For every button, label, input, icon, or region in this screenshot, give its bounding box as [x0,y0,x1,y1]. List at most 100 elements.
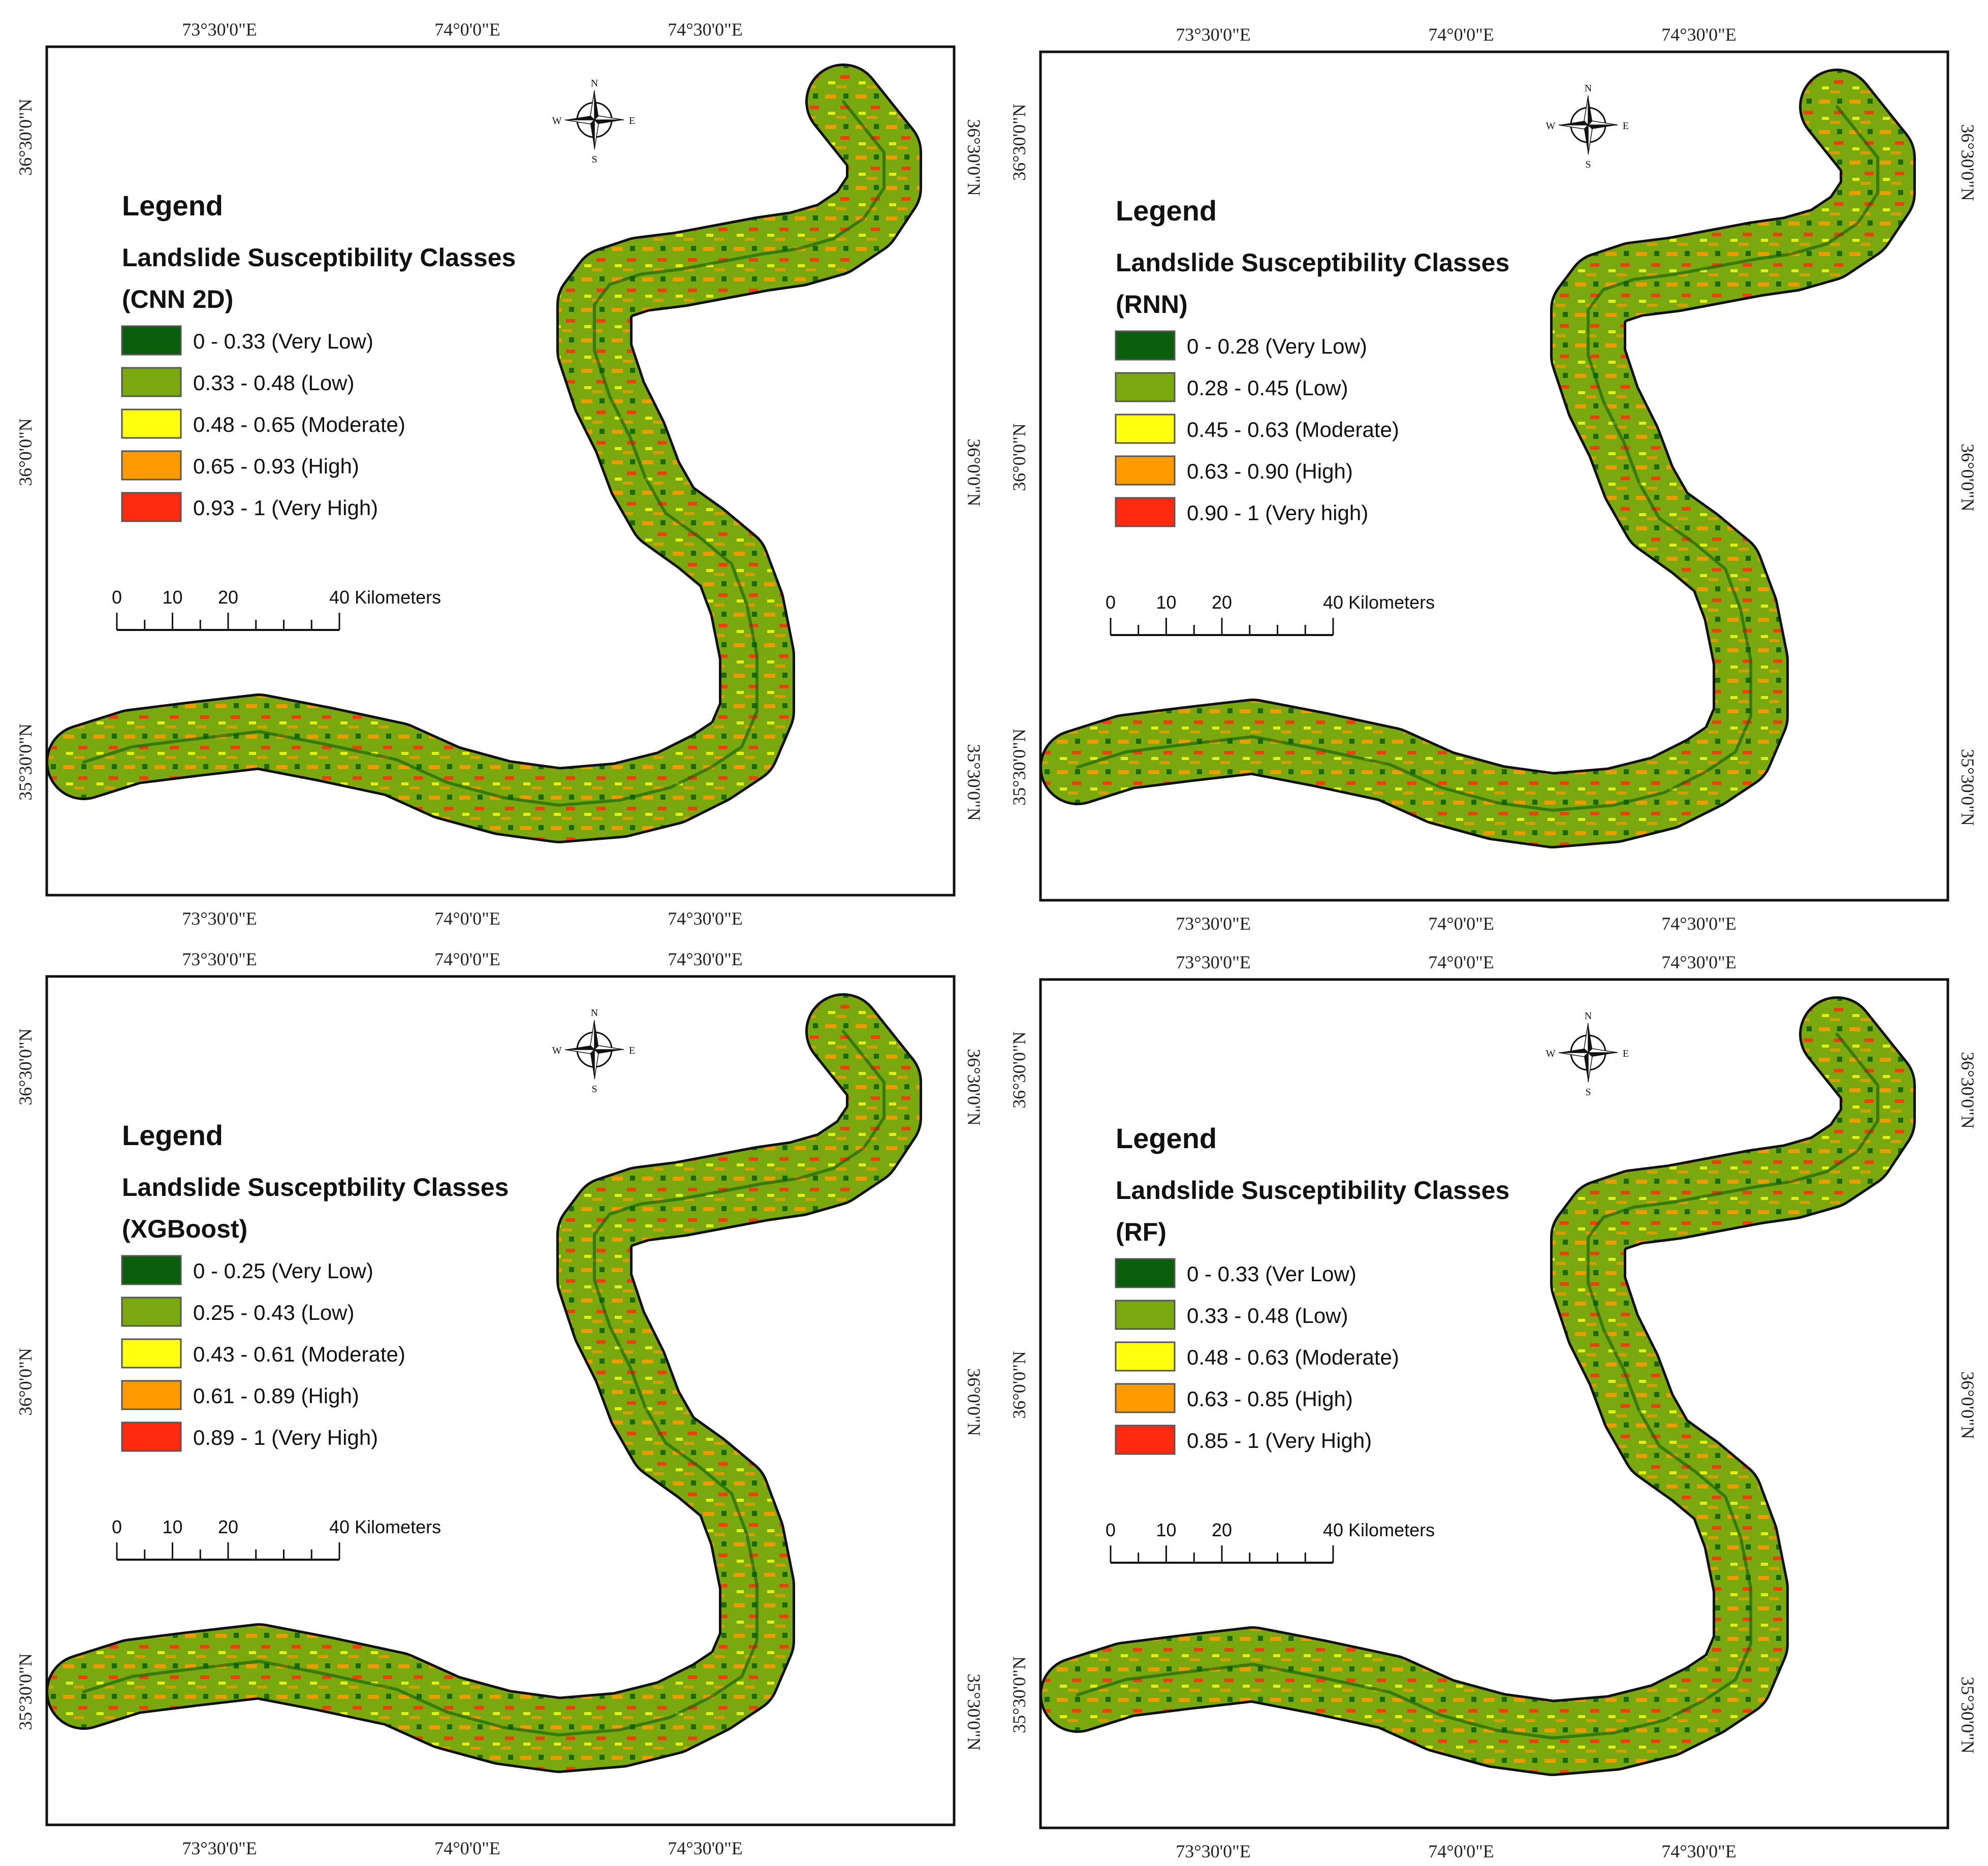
lon-label-bottom: 73°30'0"E [1176,913,1251,934]
map-panel-rf: 73°30'0"E 74°0'0"E 74°30'0"E 73°30'0"E 74°0'… [994,933,1987,1865]
legend-swatch [1115,1341,1176,1372]
compass-rose-icon: N S E W [1546,83,1629,170]
scale-label: 10 [162,587,182,608]
legend-swatch [1115,372,1176,402]
scale-label: 0 [112,1516,122,1537]
legend-swatch [121,1380,182,1410]
lon-label-bottom: 74°30'0"E [668,1838,743,1858]
legend-class-label: 0 - 0.25 (Very Low) [193,1259,373,1283]
compass-n-label: N [1585,83,1592,94]
compass-w-label: W [552,1045,562,1056]
legend: Legend Landslide Susceptibility Classes (R… [1115,1122,1509,1455]
compass-n-label: N [591,78,598,89]
lon-label-top: 73°30'0"E [1176,952,1251,972]
compass-e-label: E [629,1045,635,1056]
scale-bar: 0 10 20 40 Kilometers [1106,592,1435,636]
lat-label-right: 36°0'0"N [1958,444,1978,512]
compass-n-label: N [591,1007,598,1019]
compass-e-label: E [1623,120,1629,132]
compass-w-label: W [1546,1048,1556,1059]
lon-label-top: 74°30'0"E [668,949,743,969]
lat-label-left: 35°30'0"N [15,1653,36,1730]
legend-class-label: 0.63 - 0.90 (High) [1187,459,1353,483]
legend-class-label: 0 - 0.33 (Ver Low) [1187,1262,1356,1286]
legend-swatch [1115,414,1176,444]
legend-subtitle: Landslide Susceptibility Classes [1116,1176,1509,1205]
compass-s-label: S [591,1084,597,1095]
legend-subtitle: Landslide Susceptibility Classes [122,243,516,272]
legend-swatch [121,1255,182,1285]
map-svg: 73°30'0"E 74°0'0"E 74°30'0"E 73°30'0"E 74°0'… [1009,24,1978,934]
lat-label-left: 36°0'0"N [1009,1351,1029,1419]
lat-label-right: 35°30'0"N [964,1673,984,1751]
legend-swatch [1115,1300,1176,1330]
lat-label-right: 36°30'0"N [964,1049,984,1126]
legend-class-label: 0.61 - 0.89 (High) [193,1384,359,1408]
map-svg: 73°30'0"E 74°0'0"E 74°30'0"E 73°30'0"E 74°0'… [15,949,984,1858]
legend-class-label: 0.48 - 0.63 (Moderate) [1187,1345,1399,1369]
scale-label: 0 [1106,592,1116,613]
compass-rose-icon: N S E W [552,1007,636,1095]
legend-swatch [121,1421,182,1452]
lat-label-left: 35°30'0"N [1009,1656,1029,1733]
scale-label: 40 Kilometers [329,1516,441,1537]
compass-w-label: W [552,115,562,126]
legend-swatch [121,1296,182,1327]
compass-s-label: S [1585,1087,1591,1098]
legend-class-label: 0.90 - 1 (Very high) [1187,501,1368,525]
lon-label-top: 74°0'0"E [1428,952,1494,972]
lat-label-right: 36°0'0"N [964,1368,984,1436]
scale-label: 10 [162,1516,182,1537]
scale-label: 0 [1106,1520,1116,1540]
legend-title: Legend [122,1119,223,1151]
lon-label-top: 74°0'0"E [434,949,500,969]
lat-label-left: 36°30'0"N [1009,104,1029,181]
compass-e-label: E [1623,1048,1629,1059]
lat-label-right: 35°30'0"N [964,744,984,821]
lat-label-right: 36°30'0"N [1958,1052,1978,1129]
lat-label-right: 36°30'0"N [1958,124,1978,201]
legend-subtitle: Landslide Susceptbility Classes [122,1173,509,1201]
map-panel-cnn: 73°30'0"E 74°0'0"E 74°30'0"E 73°30'0"E 74°0'… [0,0,994,933]
lat-label-right: 35°30'0"N [1958,749,1978,826]
compass-s-label: S [1585,159,1591,170]
legend-swatch [1115,455,1176,486]
lon-label-top: 73°30'0"E [182,949,257,969]
lat-label-right: 35°30'0"N [1958,1677,1978,1754]
map-svg: 73°30'0"E 74°0'0"E 74°30'0"E 73°30'0"E 74°0'… [15,19,984,929]
legend-swatch [121,367,182,397]
legend-swatch [1115,497,1176,527]
legend-class-label: 0.28 - 0.45 (Low) [1187,376,1348,400]
scale-label: 40 Kilometers [1323,592,1435,613]
map-panel-rnn: 73°30'0"E 74°0'0"E 74°30'0"E 73°30'0"E 74°0'… [994,5,1987,938]
scale-bar: 0 10 20 40 Kilometers [112,1516,441,1561]
legend-subtitle: Landslide Susceptibility Classes [1116,248,1509,277]
legend: Legend Landslide Susceptbility Classes (XG… [121,1119,509,1452]
scale-label: 20 [1212,1520,1232,1540]
lon-label-bottom: 74°30'0"E [668,908,743,929]
scale-bar: 0 10 20 40 Kilometers [1106,1520,1435,1564]
scale-label: 20 [1212,592,1232,613]
legend-swatch [1115,1425,1176,1455]
compass-rose-icon: N S E W [1546,1010,1629,1098]
lon-label-top: 73°30'0"E [1176,24,1251,45]
legend-class-label: 0 - 0.28 (Very Low) [1187,334,1367,358]
lon-label-top: 73°30'0"E [182,19,257,40]
lat-label-left: 36°0'0"N [1009,423,1029,491]
scale-label: 20 [218,1516,238,1537]
lat-label-right: 36°0'0"N [1958,1371,1978,1439]
lon-label-bottom: 74°0'0"E [1428,1841,1494,1861]
lon-label-bottom: 74°30'0"E [1661,1841,1737,1861]
lon-label-top: 74°0'0"E [434,19,500,40]
lon-label-top: 74°0'0"E [1428,24,1494,45]
river-channel [1076,1033,1879,1740]
river-channel [82,100,886,807]
scale-label: 40 Kilometers [1323,1520,1435,1540]
scale-label: 0 [112,587,122,608]
scale-bar: 0 10 20 40 Kilometers [112,587,441,631]
lon-label-top: 74°30'0"E [1661,952,1737,972]
lat-label-left: 36°0'0"N [15,418,36,486]
map-svg: 73°30'0"E 74°0'0"E 74°30'0"E 73°30'0"E 74°0'… [1009,952,1978,1861]
legend-model-name: (RNN) [1116,290,1188,319]
legend-class-label: 0.33 - 0.48 (Low) [1187,1304,1348,1327]
